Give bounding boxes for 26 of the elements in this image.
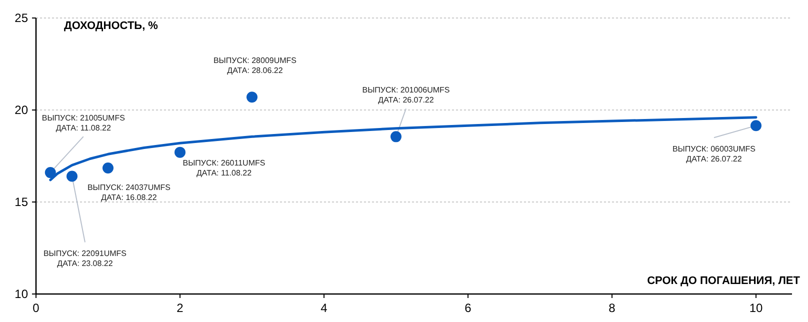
y-axis-title: ДОХОДНОСТЬ, % xyxy=(64,20,158,32)
y-tick-label: 25 xyxy=(14,11,28,25)
annotation: ВЫПУСК: 22091UMFS ДАТА: 23.08.22 xyxy=(43,249,127,268)
x-tick-label: 10 xyxy=(749,301,763,315)
point xyxy=(174,146,186,158)
x-tick-label: 4 xyxy=(320,301,328,315)
x-tick-label: 8 xyxy=(608,301,616,315)
x-axis-title: СРОК ДО ПОГАШЕНИЯ, ЛЕТ xyxy=(647,275,800,287)
annotation: ВЫПУСК: 201006UMFS ДАТА: 26.07.22 xyxy=(362,86,450,105)
annotation: ВЫПУСК: 28009UMFS ДАТА: 28.06.22 xyxy=(213,56,297,76)
x-tick-label: 0 xyxy=(32,301,40,315)
point xyxy=(102,162,114,174)
x-tick-label: 2 xyxy=(176,301,184,315)
annotation: ВЫПУСК: 24037UMFS ДАТА: 16.08.22 xyxy=(87,182,171,202)
point xyxy=(750,120,762,132)
point xyxy=(246,92,258,103)
point xyxy=(44,167,56,178)
x-tick-label: 6 xyxy=(464,301,472,315)
y-tick-label: 10 xyxy=(14,287,28,301)
annotation: ВЫПУСК: 06003UMFS ДАТА: 26.07.22 xyxy=(672,144,756,164)
point xyxy=(390,131,402,142)
annotation: ВЫПУСК: 21005UMFS ДАТА: 11.08.22 xyxy=(42,114,125,133)
y-tick-label: 20 xyxy=(14,103,28,117)
y-tick-label: 15 xyxy=(14,195,28,209)
point xyxy=(66,170,78,182)
annotation: ВЫПУСК: 26011UMFS ДАТА: 11.08.22 xyxy=(182,158,266,178)
